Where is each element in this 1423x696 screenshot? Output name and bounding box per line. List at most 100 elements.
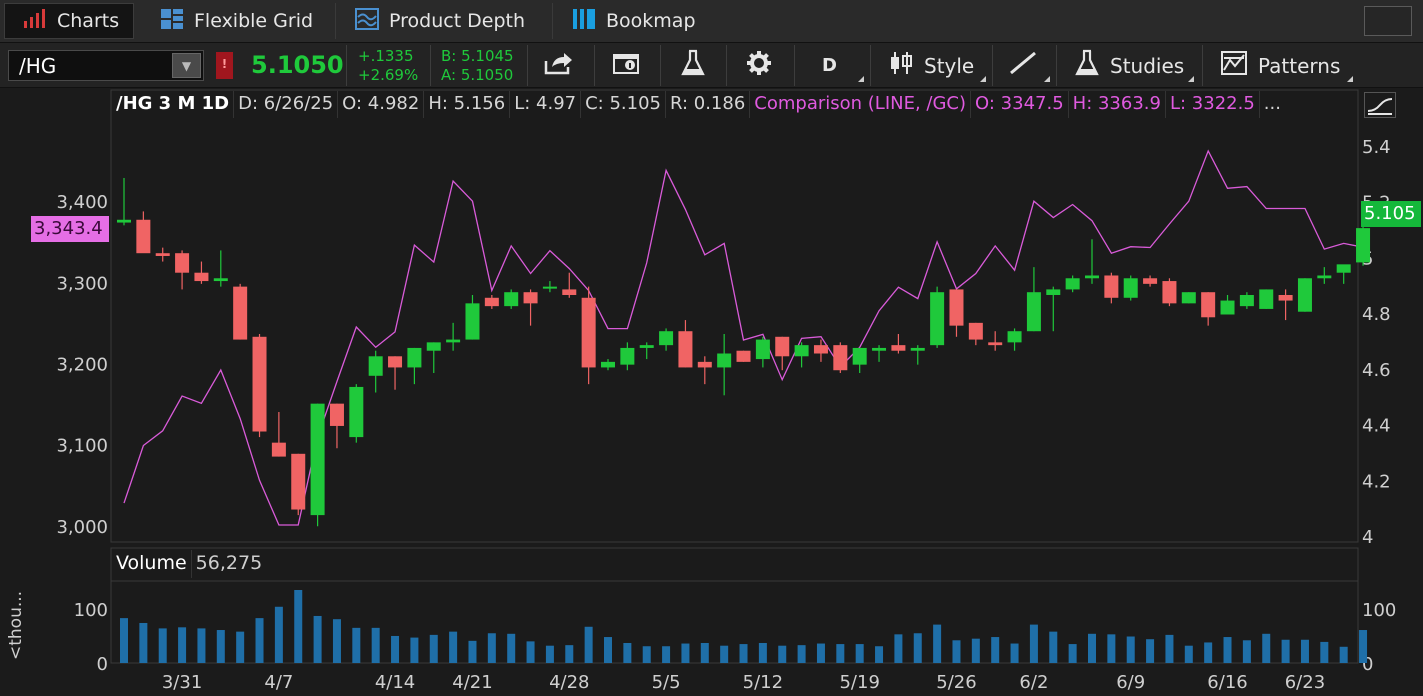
candle-body — [446, 339, 461, 343]
candle-body — [484, 297, 499, 307]
symbol-input[interactable]: /HG ▼ — [8, 50, 204, 81]
info-button[interactable] — [612, 43, 642, 88]
candle-body — [155, 253, 170, 256]
candle-body — [775, 336, 790, 357]
bid-value: B: 5.1045 — [441, 47, 514, 65]
candle — [852, 347, 867, 374]
candle-body — [833, 345, 848, 371]
candle-body — [988, 342, 1003, 346]
tab-flexible-grid[interactable]: Flexible Grid — [142, 3, 336, 39]
candle-body — [407, 347, 422, 368]
tab-product-depth[interactable]: Product Depth — [337, 3, 553, 39]
x-axis-tick-label: 6/9 — [1116, 672, 1145, 693]
candle-body — [794, 345, 809, 357]
x-axis-tick-label: 5/12 — [743, 672, 783, 693]
share-button[interactable] — [544, 43, 574, 88]
tab-bookmap[interactable]: Bookmap — [554, 3, 724, 39]
left-axis-tick-label: 3,400 — [56, 192, 108, 213]
candle — [1278, 289, 1293, 321]
info-more[interactable]: ... — [1263, 93, 1281, 114]
right-axis-tick-label: 4 — [1362, 527, 1373, 548]
candle-body — [349, 386, 364, 438]
volume-bar — [1165, 634, 1174, 663]
candlestick-icon — [888, 50, 914, 81]
candle-body — [1026, 292, 1041, 332]
chart-info-bar: /HG 3 M 1D D: 6/26/25 O: 4.982 H: 5.156 … — [112, 91, 1285, 118]
share-icon — [544, 51, 574, 80]
style-button[interactable]: Style — [888, 43, 974, 88]
volume-bar — [1068, 644, 1077, 663]
price-scale-toggle-icon[interactable] — [1364, 92, 1396, 118]
alert-flag-icon[interactable]: ! — [216, 52, 233, 79]
volume-bar — [700, 642, 709, 663]
candle — [1143, 275, 1158, 287]
candle-body — [1007, 331, 1022, 343]
volume-bar — [1088, 633, 1096, 663]
volume-header: Volume 56,275 — [112, 550, 266, 578]
candle-body — [601, 361, 615, 368]
tab-charts[interactable]: Charts — [4, 3, 134, 39]
volume-bar — [197, 628, 206, 663]
candle — [465, 294, 480, 340]
bar-chart-icon — [23, 8, 47, 34]
candle — [329, 403, 344, 449]
candle — [1007, 328, 1022, 351]
tab-bar: Charts Flexible Grid Product Depth Bookm… — [0, 0, 1423, 43]
volume-bar — [236, 631, 245, 663]
candle-body — [329, 403, 344, 426]
volume-bar — [952, 640, 961, 663]
tab-label: Flexible Grid — [194, 10, 314, 32]
settings-button[interactable] — [746, 43, 772, 88]
candle — [117, 177, 131, 226]
volume-label: Volume — [112, 550, 192, 578]
candle-body — [368, 356, 383, 376]
volume-bar — [410, 637, 419, 663]
candle — [1336, 264, 1351, 284]
volume-bar — [778, 645, 787, 663]
candle-body — [175, 253, 190, 273]
volume-bar — [294, 590, 303, 663]
x-axis-tick-label: 5/19 — [839, 672, 879, 693]
bid-ask: B: 5.1045 A: 5.1050 — [441, 47, 514, 85]
candle-body — [136, 219, 151, 254]
candle — [930, 286, 945, 348]
candle — [1026, 267, 1041, 332]
candle-body — [910, 347, 925, 351]
candle — [388, 356, 403, 390]
x-axis-tick-label: 3/31 — [162, 672, 202, 693]
drawing-tool-button[interactable] — [1008, 43, 1038, 88]
lab-button[interactable] — [680, 43, 706, 88]
candle-body — [271, 442, 286, 457]
comparison-price-tag: 3,343.4 — [31, 216, 109, 242]
candle-body — [1162, 281, 1177, 304]
candle — [1317, 267, 1332, 284]
candle — [717, 334, 732, 396]
left-axis-tick-label: 3,000 — [56, 517, 108, 538]
candle — [1297, 278, 1312, 312]
volume-unit-label: <thou... — [6, 590, 26, 660]
candle — [581, 286, 596, 385]
info-range: R: 0.186 — [666, 91, 751, 118]
candle — [988, 331, 1003, 351]
tab-label: Charts — [57, 10, 120, 32]
volume-bar — [1126, 636, 1135, 663]
candle-body — [1336, 264, 1351, 273]
chevron-down-icon[interactable]: ▼ — [172, 53, 201, 78]
right-axis-tick-label: 4.2 — [1362, 471, 1391, 492]
candle-body — [872, 347, 887, 351]
patterns-button[interactable]: Patterns — [1220, 43, 1340, 88]
candle — [194, 261, 209, 284]
candle-body — [1259, 289, 1274, 309]
depth-chart-icon — [355, 7, 379, 35]
candle-body — [852, 347, 867, 365]
aggregation-selector[interactable]: D — [822, 55, 837, 76]
volume-bar — [584, 626, 593, 663]
window-maximize-button[interactable] — [1364, 6, 1412, 36]
candle — [155, 247, 170, 262]
info-high: H: 5.156 — [424, 91, 511, 118]
volume-bar — [758, 642, 767, 663]
studies-button[interactable]: Studies — [1074, 43, 1184, 88]
candle-body — [1297, 278, 1312, 312]
volume-bar — [1242, 640, 1251, 663]
candle — [175, 250, 190, 290]
